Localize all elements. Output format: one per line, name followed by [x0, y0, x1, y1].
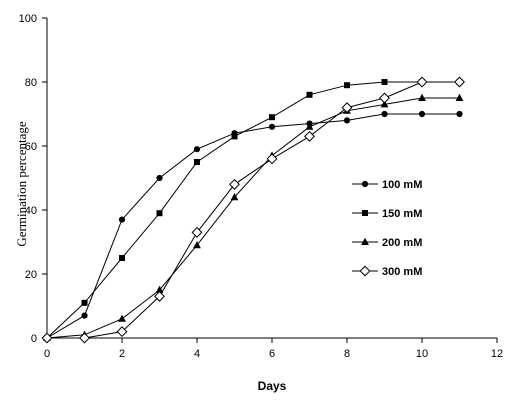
- data-point-triangle: [118, 314, 126, 322]
- x-tick-label: 8: [344, 348, 350, 360]
- data-point-square: [306, 91, 313, 98]
- y-tick-label: 80: [25, 77, 37, 89]
- data-point-square: [231, 133, 238, 140]
- legend-label: 200 mM: [382, 237, 422, 249]
- x-tick-label: 2: [119, 348, 125, 360]
- x-tick-label: 10: [416, 348, 428, 360]
- x-tick-label: 0: [44, 348, 50, 360]
- data-point-diamond: [304, 130, 315, 142]
- x-axis-title: Days: [258, 379, 287, 393]
- x-tick-label: 12: [491, 348, 503, 360]
- data-point-triangle: [361, 237, 369, 245]
- series-line: [46, 113, 460, 339]
- data-point-diamond: [359, 265, 371, 277]
- data-point-square: [156, 210, 163, 217]
- data-point-diamond: [341, 102, 353, 114]
- data-point-diamond: [379, 92, 390, 104]
- x-axis: 0 2 4 6 8 10 12: [44, 337, 503, 360]
- x-tick-label: 6: [269, 348, 275, 360]
- data-point-diamond: [191, 226, 203, 238]
- series-0: [43, 110, 463, 342]
- legend-item: 200 mM: [352, 237, 422, 249]
- legend-item: 100 mM: [352, 179, 422, 191]
- data-point-circle: [118, 216, 126, 223]
- legend-item: 150 mM: [352, 208, 422, 220]
- data-point-diamond: [229, 178, 240, 190]
- x-tick-label: 4: [194, 348, 200, 360]
- data-point-circle: [381, 110, 388, 118]
- data-point-triangle: [455, 93, 464, 101]
- data-point-triangle: [230, 193, 239, 201]
- series-line: [46, 97, 460, 339]
- data-point-triangle: [380, 100, 389, 108]
- data-point-diamond: [154, 290, 165, 302]
- data-point-circle: [361, 180, 369, 188]
- y-tick-label: 0: [31, 333, 37, 345]
- y-tick-label: 100: [19, 13, 37, 25]
- series-layer: [41, 76, 465, 344]
- data-point-diamond: [41, 332, 53, 344]
- data-point-diamond: [266, 153, 278, 165]
- series-line: [47, 81, 460, 339]
- data-point-diamond: [79, 332, 90, 344]
- data-point-triangle: [155, 285, 164, 293]
- data-point-circle: [268, 123, 276, 130]
- legend-label: 150 mM: [382, 208, 422, 220]
- data-point-diamond: [116, 326, 128, 338]
- data-point-diamond: [454, 76, 465, 88]
- data-point-circle: [156, 174, 163, 182]
- y-tick-label: 60: [25, 141, 37, 153]
- y-tick-label: 40: [25, 205, 37, 217]
- series-2: [43, 93, 464, 341]
- data-point-square: [269, 114, 275, 121]
- data-point-square: [344, 82, 350, 89]
- data-point-square: [381, 79, 388, 85]
- series-3: [41, 76, 465, 344]
- y-axis-title: Germination percentage: [14, 121, 29, 246]
- data-point-square: [81, 299, 88, 306]
- data-point-circle: [81, 312, 88, 319]
- data-point-square: [119, 255, 125, 261]
- data-point-triangle: [193, 241, 201, 249]
- y-axis: 0 20 40 60 80 100: [19, 13, 48, 345]
- data-point-square: [194, 159, 200, 165]
- legend-item: 300 mM: [352, 265, 422, 278]
- data-point-triangle: [418, 93, 426, 101]
- legend-label: 300 mM: [382, 266, 422, 278]
- legend: 100 mM 150 mM 200 mM 300 mM: [352, 179, 422, 278]
- y-tick-label: 20: [25, 269, 37, 281]
- data-point-circle: [193, 146, 201, 153]
- data-point-circle: [343, 117, 351, 124]
- data-point-circle: [456, 110, 463, 118]
- data-point-circle: [418, 110, 426, 118]
- data-point-diamond: [416, 76, 428, 88]
- data-point-triangle: [305, 122, 314, 130]
- series-line: [46, 81, 460, 339]
- data-point-square: [362, 210, 368, 216]
- legend-label: 100 mM: [382, 179, 422, 191]
